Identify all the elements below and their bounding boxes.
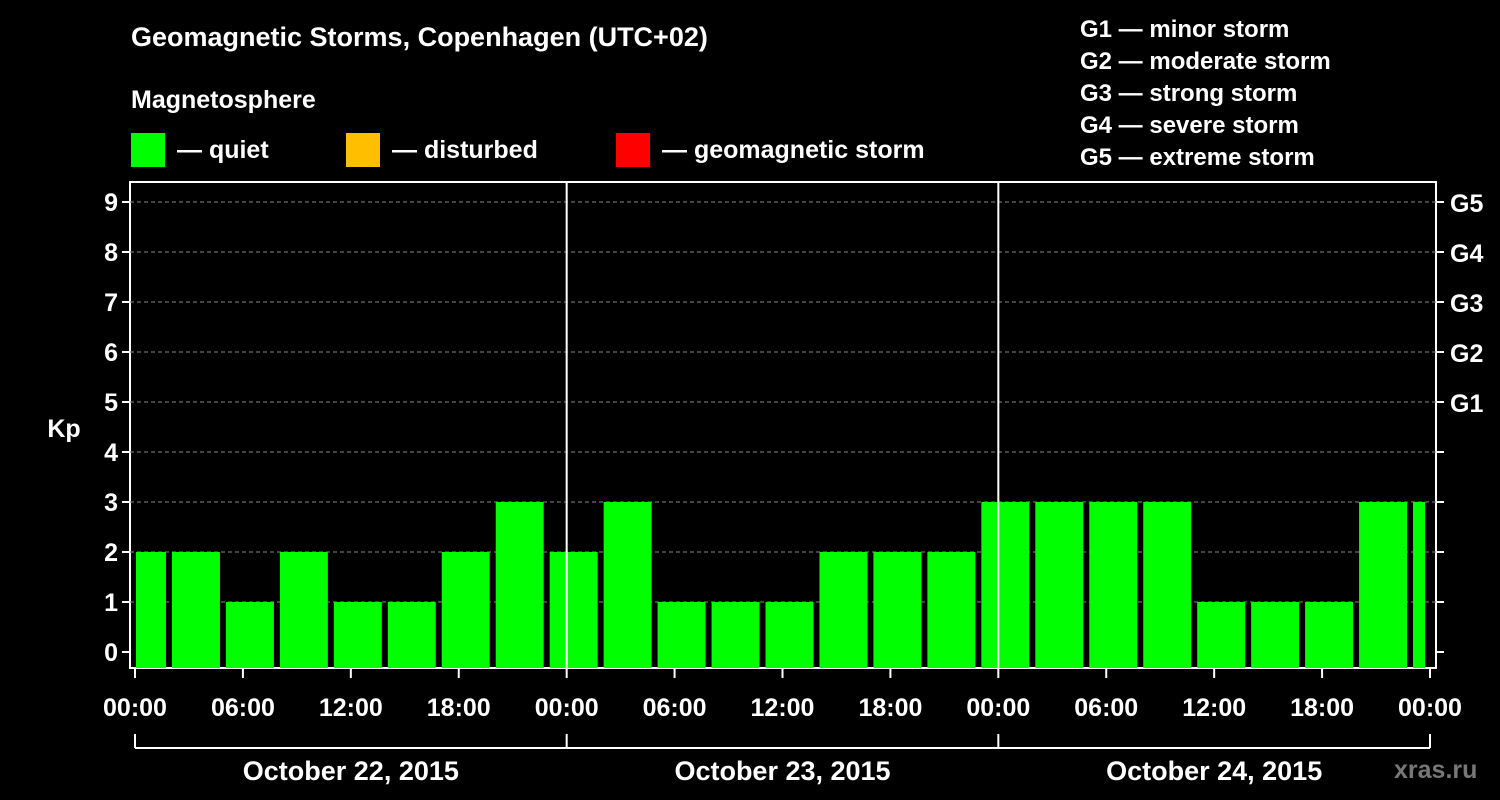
kp-bar-12 (765, 602, 814, 668)
legend-label-disturbed: — disturbed (392, 135, 538, 164)
y-tick-label-4: 4 (104, 439, 118, 467)
g-scale-g4: G4 — severe storm (1080, 112, 1299, 139)
disturbed-swatch (346, 133, 380, 167)
y-tick-label-7: 7 (104, 289, 118, 317)
kp-bar-19 (1143, 502, 1192, 668)
x-tick-label-11: 18:00 (1290, 694, 1354, 722)
kp-bar-0 (136, 552, 166, 668)
x-tick-label-5: 06:00 (643, 694, 707, 722)
g-scale-g1: G1 — minor storm (1080, 16, 1290, 43)
x-tick-label-6: 12:00 (751, 694, 815, 722)
y-tick-label-6: 6 (104, 339, 118, 367)
y-tick-label-1: 1 (104, 589, 118, 617)
y-axis-label: Kp (47, 415, 80, 443)
y-tick-label-5: 5 (104, 389, 118, 417)
kp-bar-14 (873, 552, 922, 668)
kp-bar-13 (819, 552, 868, 668)
y-tick-label-8: 8 (104, 239, 118, 267)
kp-bar-22 (1305, 602, 1354, 668)
watermark: xras.ru (1394, 756, 1478, 784)
kp-bar-4 (333, 602, 382, 668)
kp-bar-9 (603, 502, 652, 668)
x-tick-label-10: 12:00 (1182, 694, 1246, 722)
x-tick-label-0: 00:00 (103, 694, 167, 722)
right-axis-label-g4: G4 (1450, 240, 1483, 268)
right-axis-label-g3: G3 (1450, 290, 1483, 318)
kp-bar-6 (441, 552, 490, 668)
kp-bar-21 (1251, 602, 1300, 668)
x-tick-label-9: 06:00 (1074, 694, 1138, 722)
kp-bar-20 (1197, 602, 1246, 668)
right-axis-label-g5: G5 (1450, 190, 1483, 218)
legend-item-quiet: — quiet (131, 133, 269, 167)
kp-bar-11 (711, 602, 760, 668)
g-scale-g2: G2 — moderate storm (1080, 48, 1331, 75)
x-tick-label-3: 18:00 (427, 694, 491, 722)
kp-bar-17 (1035, 502, 1084, 668)
kp-bar-5 (387, 602, 436, 668)
day-label-2: October 24, 2015 (1106, 756, 1322, 786)
y-tick-label-0: 0 (104, 639, 118, 667)
g-scale-g3: G3 — strong storm (1080, 80, 1298, 107)
legend-label-storm: — geomagnetic storm (662, 135, 925, 164)
x-tick-label-2: 12:00 (319, 694, 383, 722)
right-axis-label-g2: G2 (1450, 340, 1483, 368)
legend-item-disturbed: — disturbed (346, 133, 538, 167)
plot-frame (129, 181, 1437, 669)
day-label-1: October 23, 2015 (674, 756, 890, 786)
kp-bar-1 (171, 552, 220, 668)
kp-bar-8 (549, 552, 598, 668)
kp-bar-16 (981, 502, 1030, 668)
x-tick-label-8: 00:00 (966, 694, 1030, 722)
kp-bar-10 (657, 602, 706, 668)
g-scale-legend: G1 — minor storm G2 — moderate storm G3 … (1080, 14, 1331, 174)
kp-bar-23 (1359, 502, 1408, 668)
x-tick-label-7: 18:00 (858, 694, 922, 722)
kp-bar-2 (225, 602, 274, 668)
kp-bar-18 (1089, 502, 1138, 668)
kp-bar-24 (1413, 502, 1425, 668)
y-tick-label-2: 2 (104, 539, 118, 567)
kp-bar-7 (495, 502, 544, 668)
magnetosphere-label: Magnetosphere (131, 86, 316, 114)
legend-item-storm: — geomagnetic storm (616, 133, 925, 167)
day-label-0: October 22, 2015 (243, 756, 459, 786)
y-tick-label-9: 9 (104, 189, 118, 217)
x-tick-label-12: 00:00 (1398, 694, 1462, 722)
x-tick-label-4: 00:00 (535, 694, 599, 722)
kp-bar-15 (927, 552, 976, 668)
storm-swatch (616, 133, 650, 167)
chart-title: Geomagnetic Storms, Copenhagen (UTC+02) (131, 22, 708, 52)
kp-bar-3 (279, 552, 328, 668)
g-scale-g5: G5 — extreme storm (1080, 144, 1315, 171)
legend-label-quiet: — quiet (177, 135, 269, 164)
right-axis-label-g1: G1 (1450, 390, 1483, 418)
y-tick-label-3: 3 (104, 489, 118, 517)
quiet-swatch (131, 133, 165, 167)
x-tick-label-1: 06:00 (211, 694, 275, 722)
